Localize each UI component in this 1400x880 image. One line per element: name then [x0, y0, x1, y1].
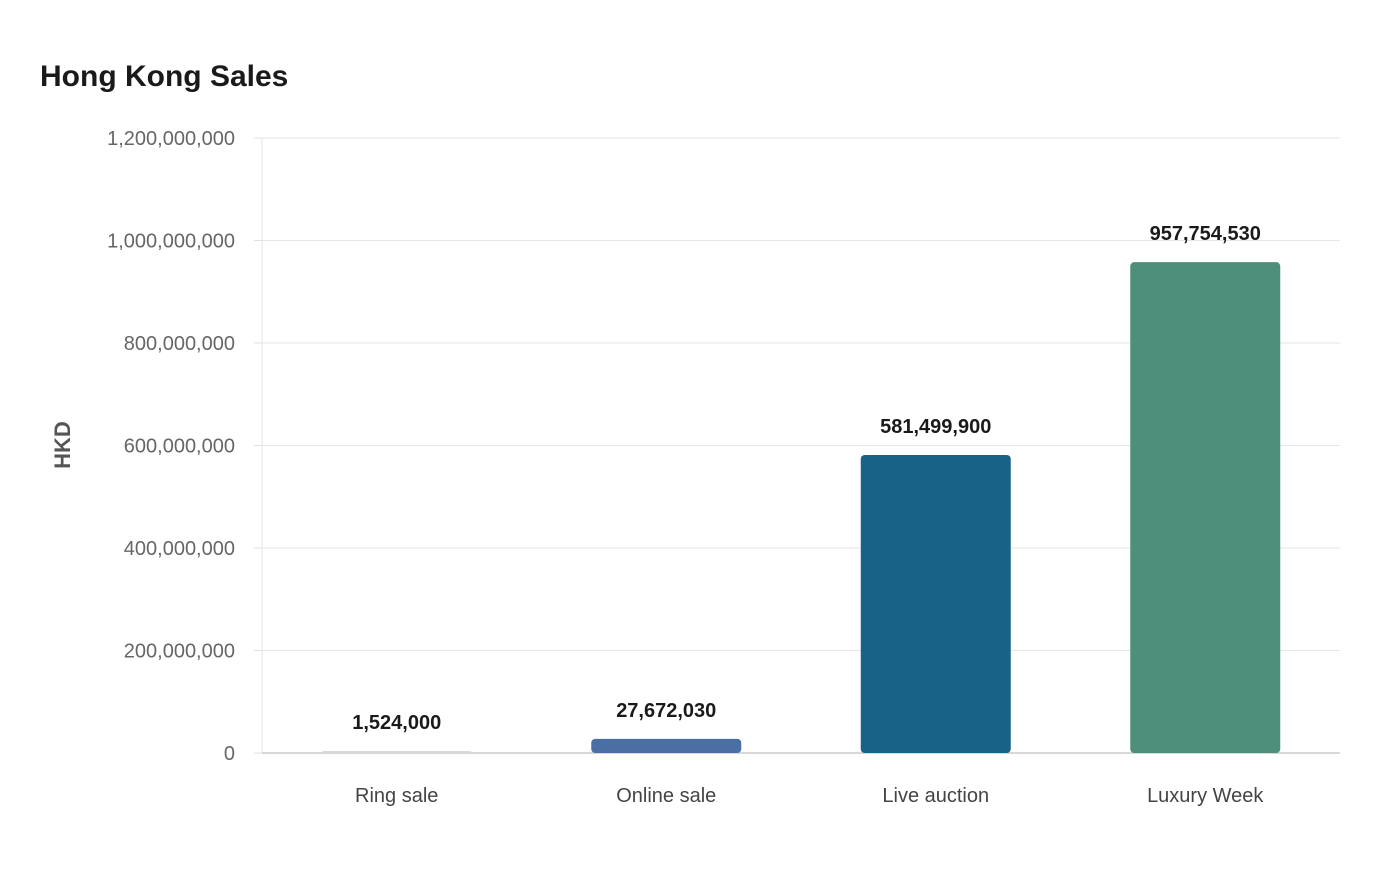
y-tick-label: 1,000,000,000 — [107, 231, 235, 253]
x-tick-label: Luxury Week — [1147, 785, 1264, 807]
data-label: 581,499,900 — [880, 416, 991, 438]
data-label: 957,754,530 — [1150, 223, 1261, 245]
y-tick-label: 1,200,000,000 — [107, 128, 235, 150]
bar-ring-sale — [321, 751, 472, 753]
y-axis-title: HKD — [50, 421, 75, 469]
bar-online-sale — [591, 738, 742, 753]
y-tick-label: 200,000,000 — [124, 641, 235, 663]
x-tick-label: Ring sale — [355, 785, 438, 807]
bars — [321, 262, 1281, 753]
data-label: 27,672,030 — [616, 700, 716, 722]
y-tick-label: 800,000,000 — [124, 333, 235, 355]
chart-title: Hong Kong Sales — [40, 60, 289, 93]
x-tick-label: Live auction — [882, 785, 989, 807]
bar-live-auction — [860, 454, 1011, 753]
y-tick-label: 0 — [224, 743, 235, 765]
gridlines — [262, 137, 1340, 651]
data-label: 1,524,000 — [352, 712, 441, 734]
y-tick-label: 400,000,000 — [124, 538, 235, 560]
x-tick-label: Online sale — [616, 785, 716, 807]
y-tick-label: 600,000,000 — [124, 436, 235, 458]
bar-luxury-week — [1130, 262, 1281, 753]
labels: 0 200,000,000 400,000,000 600,000,000 800,00… — [107, 128, 1264, 807]
